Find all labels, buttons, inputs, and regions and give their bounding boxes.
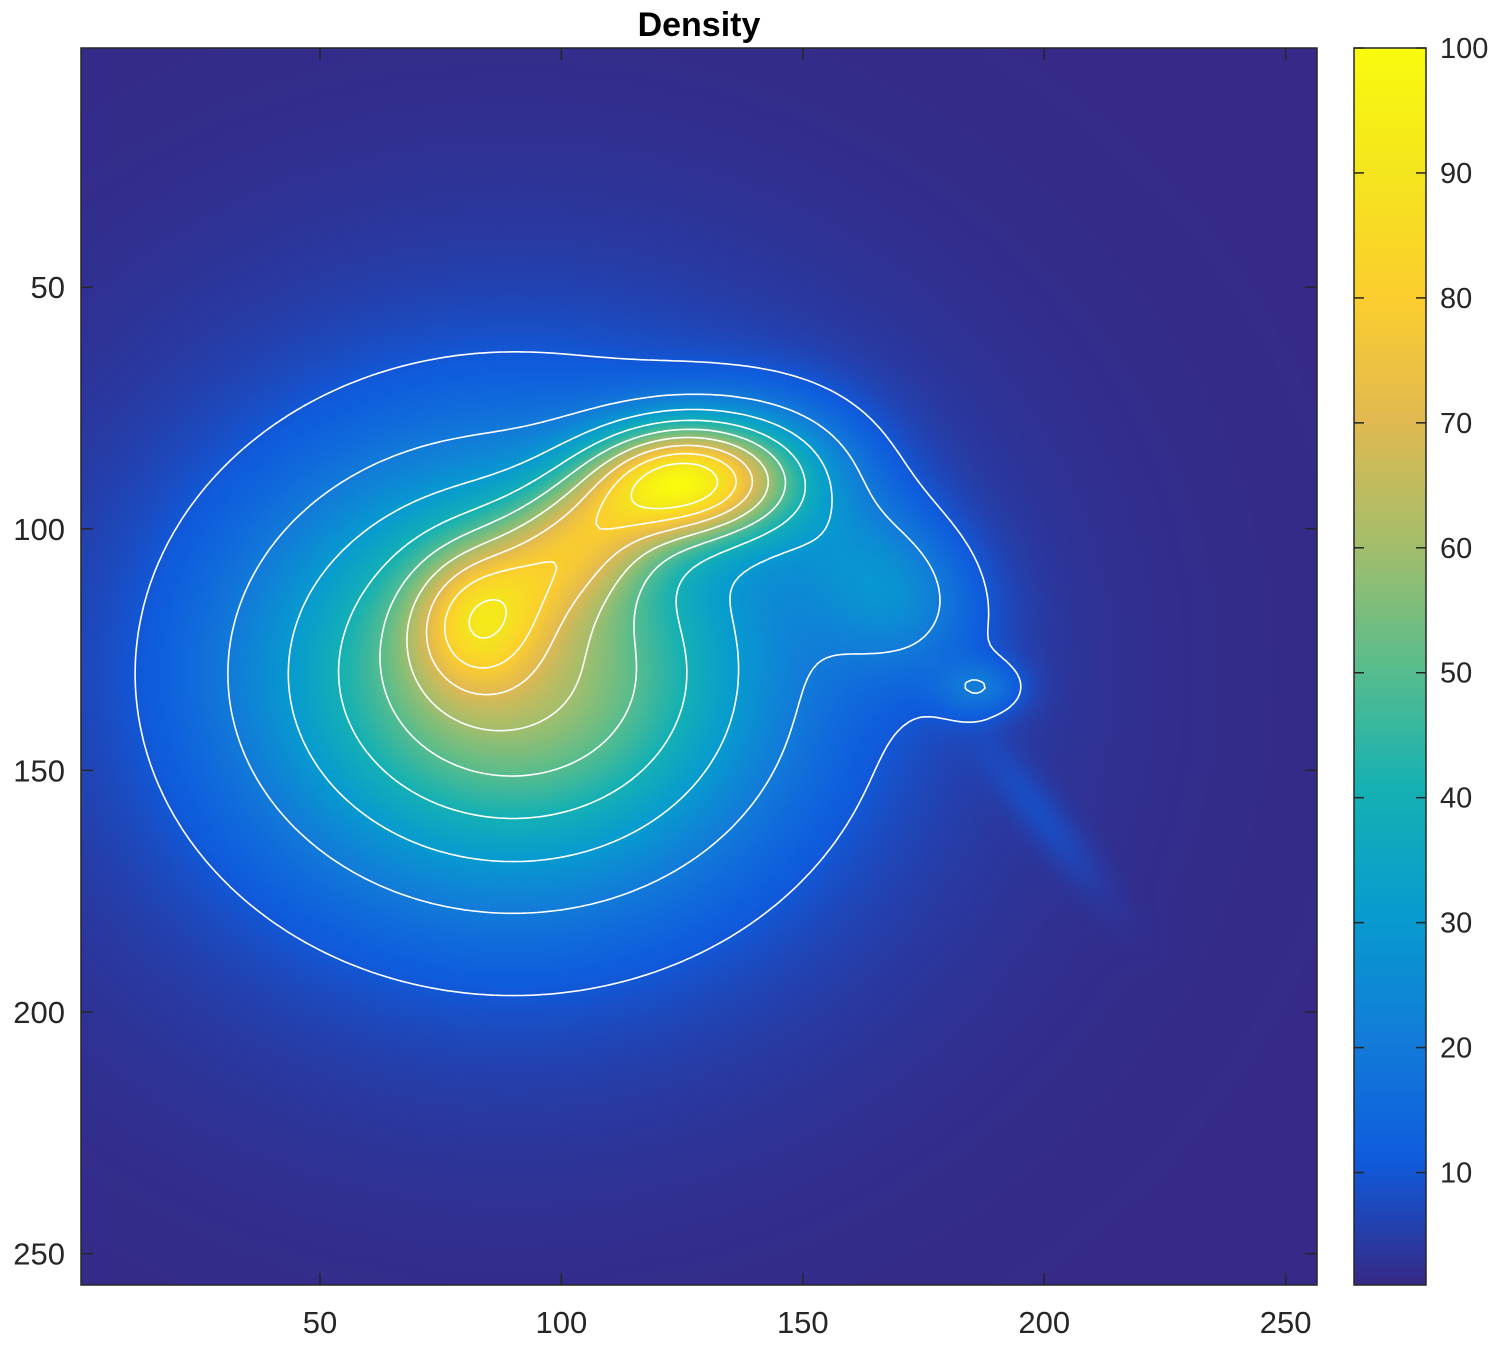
x-tick-label: 150 [777, 1305, 829, 1340]
heatmap-plot-area: 50 100 150 200 250 50 100 150 200 250 [13, 47, 1318, 1340]
y-tick-label: 50 [31, 270, 65, 305]
contour-line-50 [379, 428, 787, 777]
density-heatmap-image [81, 48, 1317, 1285]
contour-line-10 [134, 351, 1022, 997]
colorbar-tick-label: 10 [1440, 1158, 1472, 1190]
contour-line-30 [287, 408, 833, 863]
colorbar-tick-label: 70 [1440, 408, 1472, 440]
colorbar-tick-label: 50 [1440, 658, 1472, 690]
y-tick-label: 100 [13, 512, 65, 547]
x-tick-label: 200 [1018, 1305, 1070, 1340]
y-axis: 50 100 150 200 250 [13, 270, 1317, 1272]
x-tick-label: 100 [536, 1305, 588, 1340]
colorbar-tick-label: 20 [1440, 1033, 1472, 1065]
contour-line-90 [468, 462, 719, 639]
x-axis: 50 100 150 200 250 [303, 48, 1312, 1340]
chart-title: Density [638, 6, 761, 44]
x-tick-label: 250 [1260, 1305, 1312, 1340]
contour-lines [134, 351, 1022, 997]
colorbar-frame [1353, 47, 1427, 1286]
y-tick-label: 200 [13, 995, 65, 1030]
colorbar-tick-label: 60 [1440, 533, 1472, 565]
y-tick-label: 150 [13, 753, 65, 788]
x-tick-label: 50 [303, 1305, 337, 1340]
colorbar-tick-label: 90 [1440, 158, 1472, 190]
colorbar-tick-label: 80 [1440, 283, 1472, 315]
colorbar: 10 20 30 40 50 60 70 80 90 100 [1353, 33, 1488, 1286]
y-tick-label: 250 [13, 1237, 65, 1272]
plot-frame [80, 47, 1318, 1286]
colorbar-tick-label: 100 [1440, 33, 1488, 65]
contour-line-40 [337, 419, 807, 820]
colorbar-ticks: 10 20 30 40 50 60 70 80 90 100 [1354, 33, 1488, 1190]
contour-line-60 [406, 436, 770, 732]
contour-line-80 [444, 452, 737, 669]
colorbar-tick-label: 30 [1440, 908, 1472, 940]
colorbar-tick-label: 40 [1440, 783, 1472, 815]
colorbar-gradient [1354, 48, 1426, 1285]
contour-line-70 [425, 444, 754, 696]
contour-line-20 [227, 393, 986, 915]
